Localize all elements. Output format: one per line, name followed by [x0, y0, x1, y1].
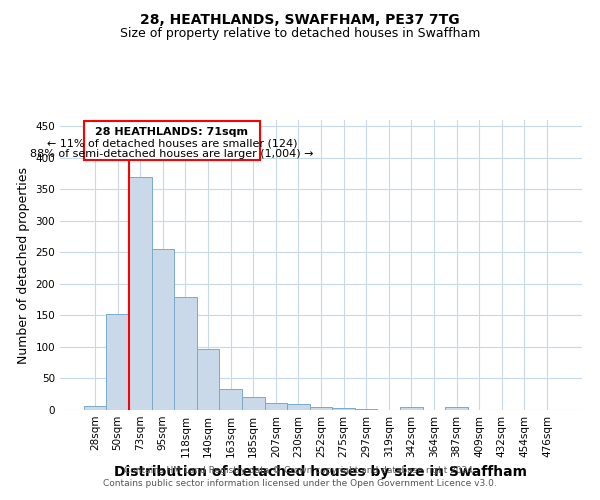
Bar	[310, 407, 332, 410]
Bar	[220, 388, 242, 410]
Text: Size of property relative to detached houses in Swaffham: Size of property relative to detached ho…	[120, 28, 480, 40]
Text: 28 HEATHLANDS: 71sqm: 28 HEATHLANDS: 71sqm	[95, 126, 248, 136]
Bar	[174, 296, 197, 410]
Text: 88% of semi-detached houses are larger (1,004) →: 88% of semi-detached houses are larger (…	[30, 150, 314, 160]
Bar	[400, 408, 422, 410]
Bar	[197, 350, 220, 410]
Text: Contains HM Land Registry data © Crown copyright and database right 2024.
Contai: Contains HM Land Registry data © Crown c…	[103, 466, 497, 487]
X-axis label: Distribution of detached houses by size in Swaffham: Distribution of detached houses by size …	[115, 466, 527, 479]
Bar	[287, 404, 310, 410]
Bar	[84, 406, 106, 410]
Y-axis label: Number of detached properties: Number of detached properties	[17, 166, 30, 364]
Bar	[265, 403, 287, 410]
Bar	[332, 408, 355, 410]
Bar	[242, 397, 265, 410]
Bar	[106, 314, 129, 410]
Text: ← 11% of detached houses are smaller (124): ← 11% of detached houses are smaller (12…	[47, 138, 297, 148]
Bar	[445, 407, 468, 410]
Text: 28, HEATHLANDS, SWAFFHAM, PE37 7TG: 28, HEATHLANDS, SWAFFHAM, PE37 7TG	[140, 12, 460, 26]
Bar	[152, 249, 174, 410]
FancyBboxPatch shape	[84, 122, 260, 160]
Bar	[129, 176, 152, 410]
